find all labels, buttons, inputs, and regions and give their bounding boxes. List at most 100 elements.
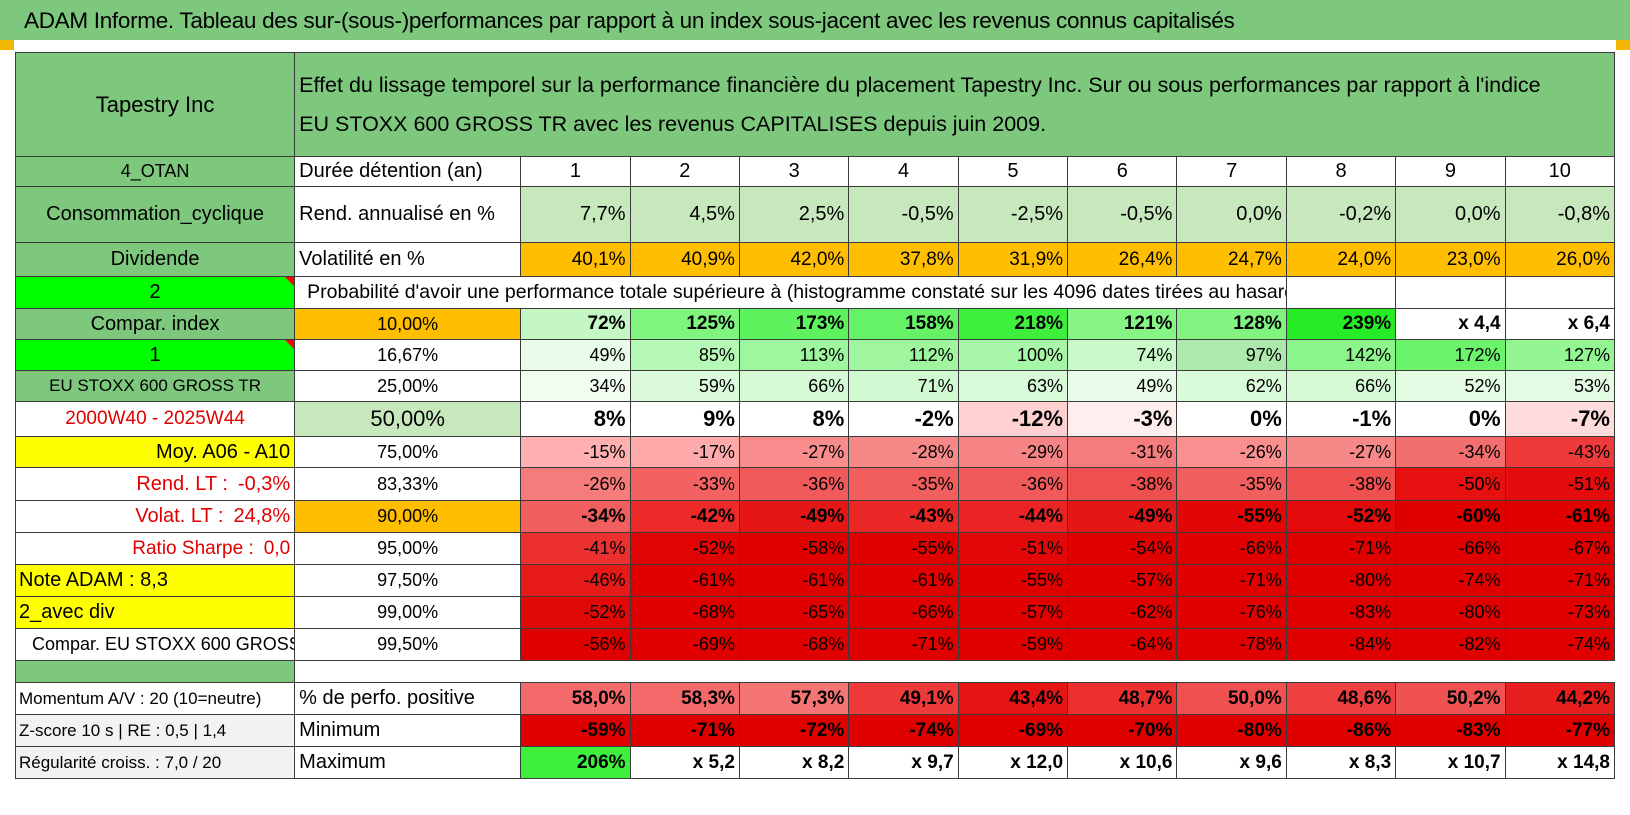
probability-row: 2000W40 - 2025W44 50,00% 8% 9% 8% -2% -12% -3% 0… bbox=[14, 401, 1616, 437]
value-cell: 37,8% bbox=[848, 242, 959, 277]
row-label-left: 2_avec div bbox=[14, 596, 296, 629]
value-cell: 5 bbox=[957, 156, 1069, 187]
percentile-cell: 16,67% bbox=[294, 339, 522, 371]
percentile-cell: 95,00% bbox=[294, 532, 522, 565]
row-label-left: Compar. EU STOXX 600 GROSS TR bbox=[14, 628, 296, 661]
value-cell: -71% bbox=[848, 628, 959, 661]
value-cell: -61% bbox=[629, 564, 740, 597]
value-cell: 0,0% bbox=[1395, 186, 1506, 243]
value-cell: 8 bbox=[1285, 156, 1397, 187]
value-cell: -84% bbox=[1285, 628, 1397, 661]
value-cell: -29% bbox=[957, 436, 1069, 468]
value-cell: 173% bbox=[738, 308, 850, 340]
value-cell: -82% bbox=[1395, 628, 1506, 661]
description-cell: Effet du lissage temporel sur la perform… bbox=[294, 52, 1615, 157]
value-cell: 100% bbox=[957, 339, 1069, 371]
spacer-cell bbox=[14, 660, 296, 683]
value-cell: 23,0% bbox=[1395, 242, 1506, 277]
value-cell: x 12,0 bbox=[957, 746, 1069, 779]
value-cell: -49% bbox=[1067, 500, 1178, 533]
value-cell: -28% bbox=[848, 436, 959, 468]
probability-row: Note ADAM : 8,3 97,50% -46% -61% -61% -61% -55… bbox=[14, 564, 1616, 597]
value-cell: 49% bbox=[1067, 370, 1178, 402]
value-cell: 4,5% bbox=[629, 186, 740, 243]
value-cell: -36% bbox=[957, 467, 1069, 501]
row-label-left: 2000W40 - 2025W44 bbox=[14, 401, 296, 437]
row-label-left: EU STOXX 600 GROSS TR bbox=[14, 370, 296, 402]
spacer-cell bbox=[294, 660, 1615, 683]
value-cell: x 14,8 bbox=[1504, 746, 1616, 779]
spacer-row bbox=[14, 660, 1615, 683]
description-line-2: EU STOXX 600 GROSS TR avec les revenus C… bbox=[299, 111, 1047, 136]
value-cell: -38% bbox=[1285, 467, 1397, 501]
value-cell: -50% bbox=[1395, 467, 1506, 501]
value-cell: -41% bbox=[520, 532, 631, 565]
value-cell: -34% bbox=[1395, 436, 1506, 468]
value-cell: -71% bbox=[1285, 532, 1397, 565]
value-cell: -0,8% bbox=[1504, 186, 1616, 243]
value-cell: x 5,2 bbox=[629, 746, 740, 779]
value-cell: 74% bbox=[1067, 339, 1178, 371]
summary-row: Z-score 10 s | RE : 0,5 | 1,4 Minimum -59%… bbox=[14, 714, 1616, 747]
value-cell: -26% bbox=[1176, 436, 1287, 468]
probability-row: Compar. EU STOXX 600 GROSS TR99,50%-56%-… bbox=[14, 628, 1616, 661]
value-cell: 66% bbox=[1285, 370, 1397, 402]
probability-row: 1 16,67% 49% 85% 113% 112% 100% 74% 97% 142% 172% 1… bbox=[14, 339, 1616, 371]
value-cell: -61% bbox=[1504, 500, 1616, 533]
value-cell: -38% bbox=[1067, 467, 1178, 501]
value-cell: 24,7% bbox=[1176, 242, 1287, 277]
value-cell: 48,7% bbox=[1067, 682, 1178, 715]
row-label-left: Consommation_cyclique bbox=[14, 186, 296, 243]
value-cell: 7,7% bbox=[520, 186, 631, 243]
value-cell: 49% bbox=[520, 339, 631, 371]
volatilite-row: Dividende Volatilité en % 40,1% 40,9% 42… bbox=[14, 242, 1616, 277]
value-cell: 58,3% bbox=[629, 682, 740, 715]
value-cell: 97% bbox=[1176, 339, 1287, 371]
value-cell: -31% bbox=[1067, 436, 1178, 468]
row-label-left: Note ADAM : 8,3 bbox=[14, 564, 296, 597]
empty-cell bbox=[1286, 276, 1397, 309]
value-cell: -12% bbox=[957, 401, 1069, 437]
row-label-left: Dividende bbox=[14, 242, 296, 277]
percentile-cell: 90,00% bbox=[294, 500, 522, 533]
value-cell: 62% bbox=[1176, 370, 1287, 402]
value-cell: 0% bbox=[1395, 401, 1506, 437]
proba-row: 2 Probabilité d'avoir une performance to… bbox=[14, 276, 1616, 309]
value-cell: -59% bbox=[957, 628, 1069, 661]
value-cell: 59% bbox=[629, 370, 740, 402]
selector-cell[interactable]: 2 bbox=[14, 276, 296, 309]
value-cell: x 9,7 bbox=[848, 746, 959, 779]
value-cell: -52% bbox=[629, 532, 740, 565]
value-cell: -66% bbox=[1176, 532, 1287, 565]
row-label-left: Z-score 10 s | RE : 0,5 | 1,4 bbox=[14, 714, 296, 747]
value-cell: -62% bbox=[1067, 596, 1178, 629]
value-cell: 6 bbox=[1067, 156, 1178, 187]
value-cell: 57,3% bbox=[738, 682, 850, 715]
value-cell: 239% bbox=[1285, 308, 1397, 340]
value-cell: -70% bbox=[1067, 714, 1178, 747]
value-cell: -51% bbox=[957, 532, 1069, 565]
value-cell: 8% bbox=[520, 401, 631, 437]
metric-label: Ratio Sharpe : bbox=[132, 537, 254, 559]
selector-cell[interactable]: 1 bbox=[14, 339, 296, 371]
probability-rows: Compar. index 10,00% 72% 125% 173% 158% 218% 12… bbox=[14, 308, 1616, 661]
percentile-cell: 25,00% bbox=[294, 370, 522, 402]
value-cell: -71% bbox=[1504, 564, 1616, 597]
row-label-left: Volat. LT : 24,8% bbox=[14, 500, 296, 533]
value-cell: 66% bbox=[738, 370, 850, 402]
value-cell: -57% bbox=[957, 596, 1069, 629]
value-cell: -77% bbox=[1504, 714, 1616, 747]
value-cell: -61% bbox=[848, 564, 959, 597]
value-cell: -58% bbox=[738, 532, 850, 565]
value-cell: 7 bbox=[1176, 156, 1287, 187]
value-cell: 121% bbox=[1067, 308, 1178, 340]
rendement-row: Consommation_cyclique Rend. annualisé en… bbox=[14, 186, 1616, 243]
proba-caption: Probabilité d'avoir une performance tota… bbox=[294, 276, 1287, 309]
value-cell: -68% bbox=[738, 628, 850, 661]
summary-row: Momentum A/V : 20 (10=neutre)% de perfo.… bbox=[14, 682, 1616, 715]
value-cell: 31,9% bbox=[957, 242, 1069, 277]
value-cell: 206% bbox=[520, 746, 631, 779]
value-cell: -26% bbox=[520, 467, 631, 501]
value-cell: -55% bbox=[1176, 500, 1287, 533]
value-cell: -44% bbox=[957, 500, 1069, 533]
